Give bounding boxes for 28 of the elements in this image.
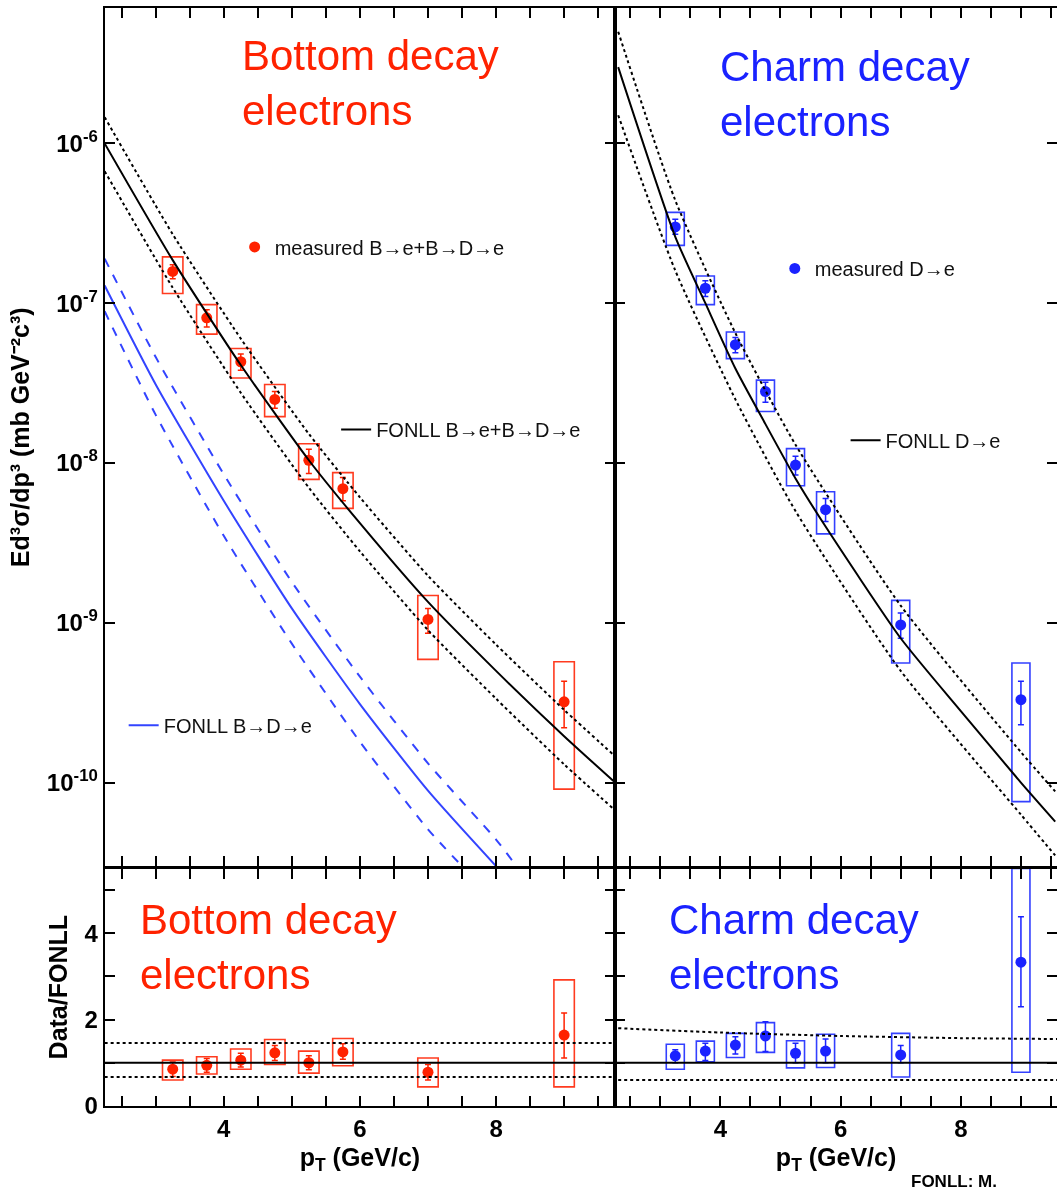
x-axis-title: p$_{T}$ (GeV/c) <box>299 1143 421 1176</box>
legend-label: measured D→e <box>814 258 955 281</box>
text: FONLL: M. <box>911 1172 997 1191</box>
legend-label: FONLL B→e+B→D→e <box>376 419 581 442</box>
x-tick-label: 4 <box>713 1114 728 1142</box>
legend-label: measured B→e+B→D→e <box>274 236 505 259</box>
x-axis-title: p$_{T}$ (GeV/c) <box>775 1143 897 1176</box>
y-tick-label: 10$^{-9}$ <box>56 606 98 637</box>
x-tick-label: 6 <box>833 1114 848 1142</box>
x-tick-label: 8 <box>954 1114 968 1142</box>
x-tick-label: 4 <box>217 1114 232 1142</box>
y-tick-label: 4 <box>84 919 99 947</box>
y-tick-label: 10$^{-10}$ <box>46 765 98 796</box>
y-axis-title: Data/FONLL <box>43 914 72 1060</box>
y-tick-label: 10$^{-8}$ <box>56 446 98 477</box>
y-tick-label: 10$^{-6}$ <box>56 126 98 157</box>
annotation: Bottom decay electrons <box>140 896 397 998</box>
legend-label: FONLL D→e <box>885 430 1001 453</box>
y-axis-title: Ed³σ/dp³ (mb GeV⁻²c³) <box>6 307 35 568</box>
y-tick-label: 0 <box>84 1092 98 1120</box>
annotation: Bottom decay electrons <box>242 32 499 134</box>
annotation: Charm decay electrons <box>669 896 919 998</box>
y-tick-label: 2 <box>84 1005 98 1033</box>
legend-label: FONLL B→D→e <box>163 715 312 738</box>
y-tick-label: 10$^{-7}$ <box>56 286 98 317</box>
annotation: Charm decay electrons <box>720 43 970 145</box>
x-tick-label: 8 <box>489 1114 503 1142</box>
x-tick-label: 6 <box>353 1114 367 1142</box>
